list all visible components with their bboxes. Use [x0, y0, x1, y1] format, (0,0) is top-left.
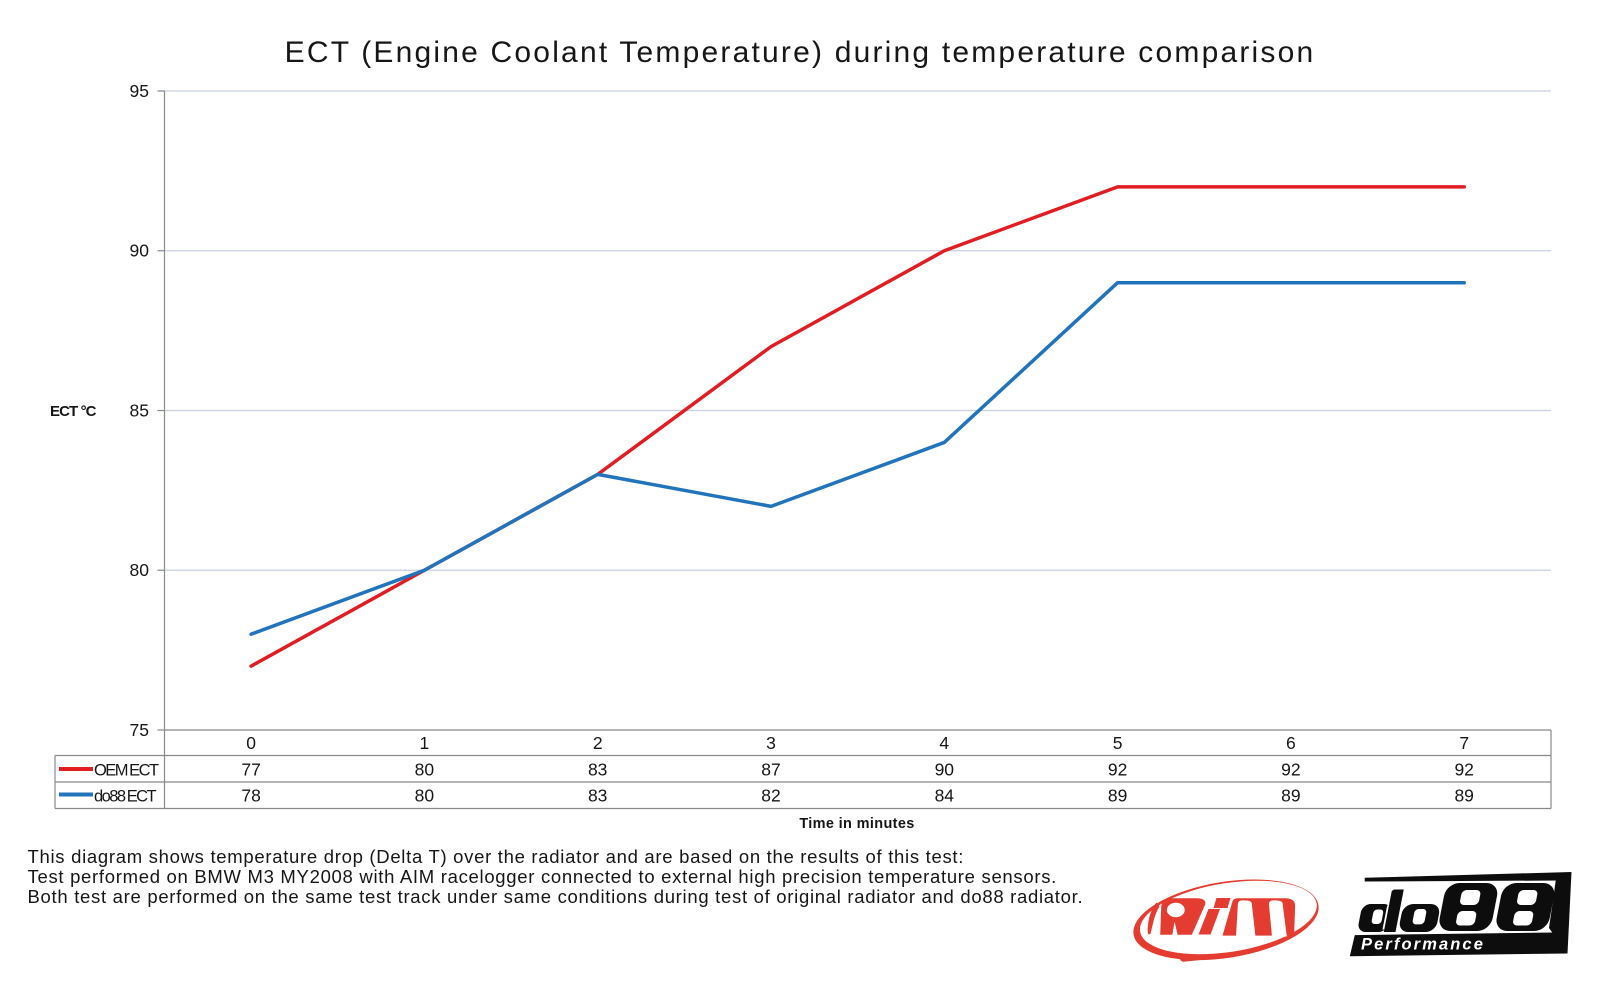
svg-text:7: 7: [1459, 733, 1469, 753]
svg-text:85: 85: [130, 401, 149, 421]
svg-text:ECT °C: ECT °C: [50, 403, 97, 420]
svg-text:90: 90: [130, 241, 150, 261]
svg-text:ECT (Engine Coolant Temperatur: ECT (Engine Coolant Temperature) during …: [285, 36, 1316, 69]
svg-text:89: 89: [1454, 786, 1473, 806]
svg-text:80: 80: [415, 786, 435, 806]
svg-text:95: 95: [130, 81, 149, 101]
svg-text:0: 0: [246, 733, 256, 753]
svg-text:1: 1: [420, 733, 430, 753]
svg-text:This diagram shows temperature: This diagram shows temperature drop (Del…: [28, 846, 965, 867]
svg-text:78: 78: [241, 786, 260, 806]
svg-text:89: 89: [1108, 786, 1127, 806]
svg-text:83: 83: [588, 759, 607, 779]
svg-text:80: 80: [130, 560, 150, 580]
svg-text:75: 75: [130, 720, 149, 740]
svg-text:87: 87: [761, 759, 780, 779]
svg-text:92: 92: [1281, 759, 1300, 779]
svg-text:82: 82: [761, 786, 780, 806]
svg-text:89: 89: [1281, 786, 1300, 806]
svg-text:83: 83: [588, 786, 607, 806]
svg-text:Time in minutes: Time in minutes: [799, 816, 914, 832]
svg-text:4: 4: [939, 733, 949, 753]
svg-text:77: 77: [241, 759, 260, 779]
svg-text:84: 84: [935, 786, 955, 806]
svg-text:Test performed on BMW M3 MY200: Test performed on BMW M3 MY2008 with AIM…: [28, 866, 1058, 887]
svg-text:3: 3: [766, 733, 776, 753]
svg-text:80: 80: [415, 759, 435, 779]
svg-text:92: 92: [1454, 759, 1473, 779]
svg-text:92: 92: [1108, 759, 1127, 779]
svg-text:5: 5: [1113, 733, 1123, 753]
svg-text:6: 6: [1286, 733, 1296, 753]
svg-text:90: 90: [935, 759, 955, 779]
svg-text:Performance: Performance: [1361, 936, 1485, 954]
svg-text:Both test are performed on the: Both test are performed on the same test…: [28, 886, 1084, 907]
svg-text:2: 2: [593, 733, 603, 753]
